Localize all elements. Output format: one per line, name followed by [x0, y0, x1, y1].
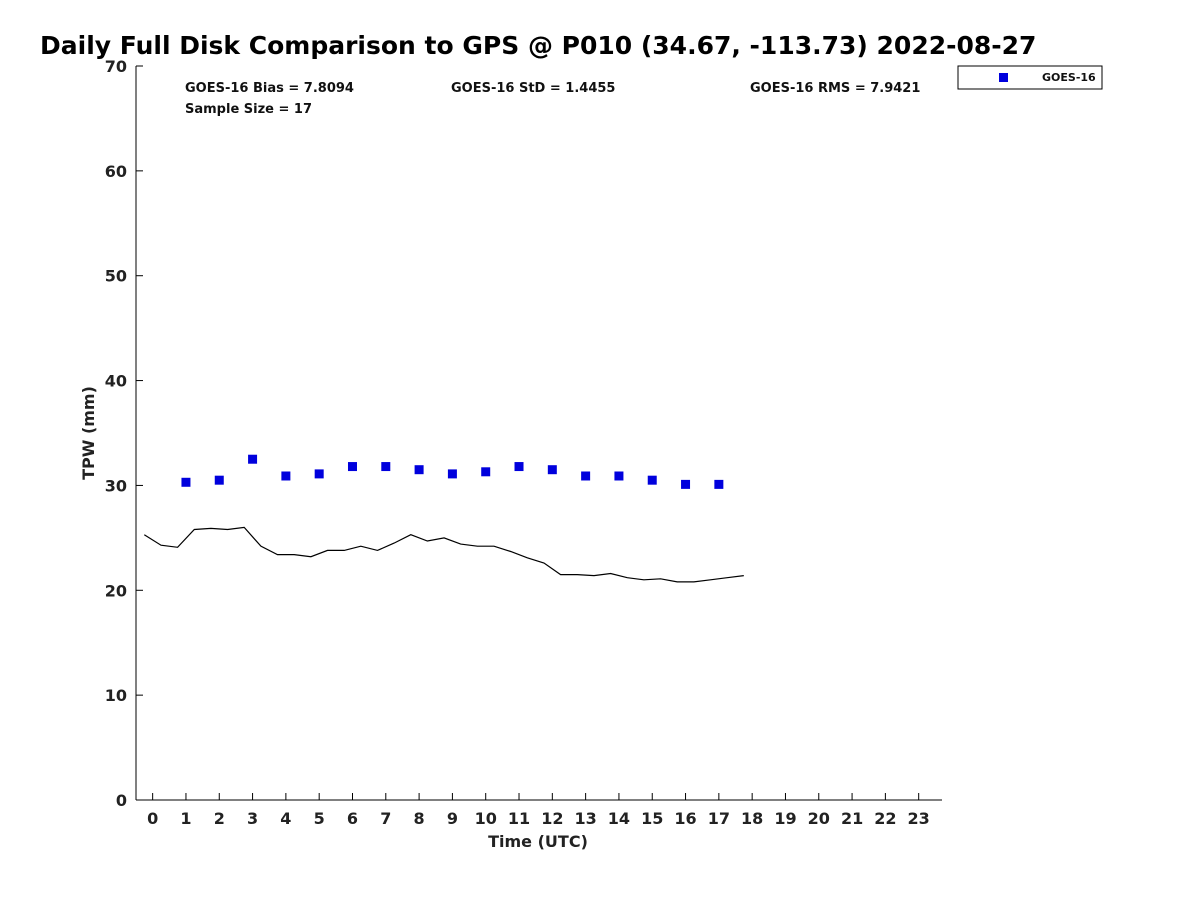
x-tick-label: 2 [214, 809, 225, 828]
y-tick-label: 40 [105, 372, 127, 391]
y-tick-label: 20 [105, 581, 127, 600]
rms-stat: GOES-16 RMS = 7.9421 [750, 81, 920, 96]
x-tick-label: 15 [641, 809, 663, 828]
x-tick-label: 10 [475, 809, 497, 828]
goes16-data-point [514, 462, 524, 472]
legend-marker-goes16 [999, 73, 1008, 82]
y-axis-label: TPW (mm) [79, 386, 98, 480]
goes16-data-point [347, 462, 357, 472]
chart-title: Daily Full Disk Comparison to GPS @ P010… [40, 31, 1036, 60]
y-tick-label: 60 [105, 162, 127, 181]
x-tick-label: 23 [908, 809, 930, 828]
goes16-data-point [647, 475, 657, 485]
x-tick-label: 17 [708, 809, 730, 828]
x-tick-label: 14 [608, 809, 630, 828]
x-tick-label: 13 [574, 809, 596, 828]
goes16-data-point [214, 475, 224, 485]
goes16-data-point [281, 471, 291, 481]
x-tick-label: 11 [508, 809, 530, 828]
plot-area [143, 454, 744, 583]
sample-size-stat: Sample Size = 17 [185, 102, 312, 117]
y-tick-label: 30 [105, 476, 127, 495]
x-tick-label: 6 [347, 809, 358, 828]
legend-box [957, 65, 1103, 90]
legend: GOES-16 [957, 65, 1103, 90]
x-axis-label: Time (UTC) [488, 832, 588, 851]
goes16-data-point [714, 479, 724, 489]
x-tick-label: 4 [280, 809, 291, 828]
goes16-data-point [547, 465, 557, 475]
goes16-data-point [681, 479, 691, 489]
std-stat: GOES-16 StD = 1.4455 [451, 81, 615, 96]
axes [135, 66, 942, 801]
x-tick-label: 3 [247, 809, 258, 828]
y-ticks: 0 10 20 30 40 50 60 70 [105, 57, 143, 810]
x-tick-label: 9 [447, 809, 458, 828]
x-tick-label: 19 [774, 809, 796, 828]
x-tick-label: 1 [180, 809, 191, 828]
x-tick-label: 12 [541, 809, 563, 828]
x-tick-label: 22 [874, 809, 896, 828]
x-tick-label: 21 [841, 809, 863, 828]
y-tick-label: 50 [105, 267, 127, 286]
y-tick-label: 0 [116, 791, 127, 810]
y-tick-label: 70 [105, 57, 127, 76]
goes16-data-point [248, 454, 258, 464]
x-tick-label: 20 [808, 809, 830, 828]
goes16-data-point [181, 477, 191, 487]
goes16-data-point [314, 469, 324, 479]
x-ticks: 0 1 2 3 4 5 6 7 8 9 10 11 12 13 14 15 16 17 18 19 20 21 22 23 [147, 793, 930, 828]
goes16-data-point [481, 467, 491, 477]
goes16-data-point [581, 471, 591, 481]
legend-label-goes16: GOES-16 [1042, 71, 1096, 84]
x-tick-label: 16 [674, 809, 696, 828]
x-tick-label: 0 [147, 809, 158, 828]
x-tick-label: 5 [314, 809, 325, 828]
y-tick-label: 10 [105, 686, 127, 705]
x-tick-label: 8 [414, 809, 425, 828]
x-tick-label: 18 [741, 809, 763, 828]
goes16-data-point [414, 465, 424, 475]
goes16-data-point [381, 462, 391, 472]
bias-stat: GOES-16 Bias = 7.8094 [185, 81, 354, 96]
goes16-data-point [614, 471, 624, 481]
x-tick-label: 7 [380, 809, 391, 828]
gps-reference-line [143, 526, 744, 583]
goes16-data-point [447, 469, 457, 479]
